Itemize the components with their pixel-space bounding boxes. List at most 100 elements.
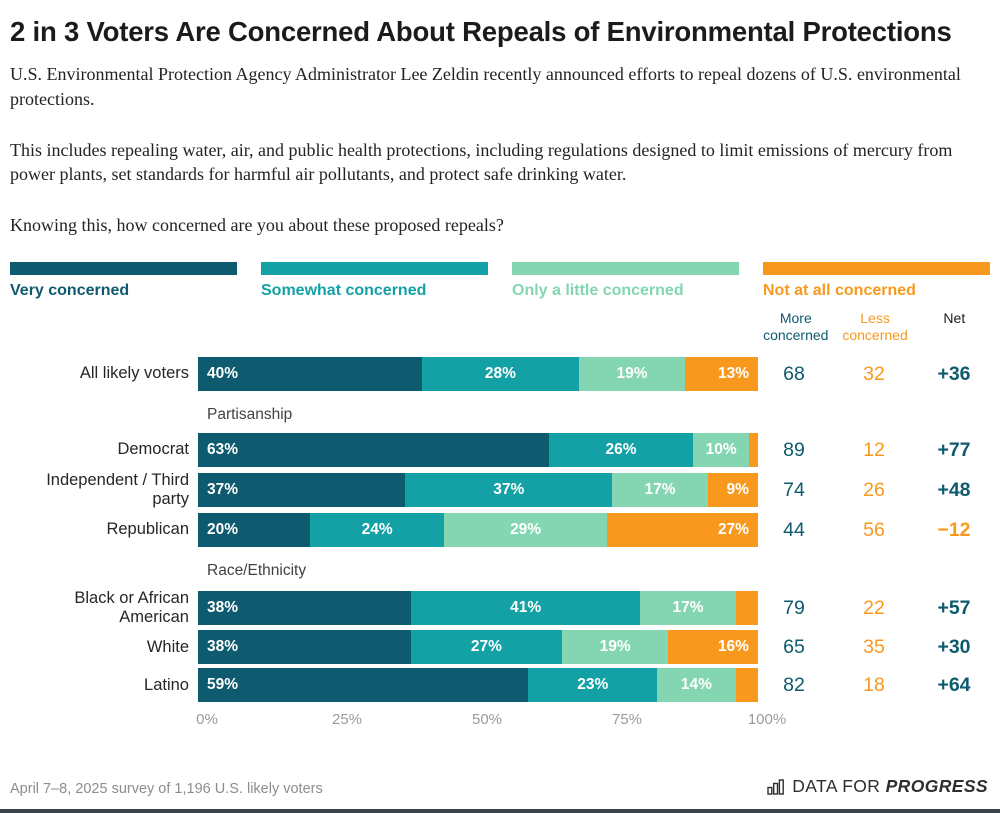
legend-swatch-very-concerned <box>10 262 237 276</box>
chart-row-white: White 38% 27% 19% 16% 65 35 +30 <box>10 630 990 665</box>
bar-segment-very-concerned: 38% <box>198 630 411 665</box>
less-concerned-value: 22 <box>863 596 885 619</box>
legend-swatch-not-at-all-concerned <box>763 262 990 276</box>
less-concerned-value: 32 <box>863 362 885 385</box>
bar-track-black-or-african-american: 38% 41% 17% <box>198 590 758 625</box>
column-header-net: Net <box>943 309 966 326</box>
logo-text: DATA FOR PROGRESS <box>792 776 988 797</box>
legend-label-somewhat-concerned: Somewhat concerned <box>261 282 427 300</box>
legend-label-only-a-little-concerned: Only a little concerned <box>512 282 684 300</box>
infographic-page: 2 in 3 Voters Are Concerned About Repeal… <box>10 16 990 731</box>
row-label-white: White <box>146 638 189 656</box>
stats-header: More concerned Less concerned Net <box>10 310 990 345</box>
row-label-independent-third-party: Independent / Third party <box>46 470 189 508</box>
bar-segment-only-a-little-concerned: 14% <box>657 668 736 703</box>
x-tick-50: 50% <box>471 711 503 729</box>
net-value: +77 <box>937 438 971 461</box>
x-tick-100: 100% <box>747 711 787 729</box>
bar-track-republican: 20% 24% 29% 27% <box>198 512 758 547</box>
bar-segment-somewhat-concerned: 27% <box>410 630 562 665</box>
legend-item-somewhat-concerned: Somewhat concerned <box>261 262 488 300</box>
chart-row-black-or-african-american: Black or African American 38% 41% 17% 79 22 +5… <box>10 589 990 627</box>
x-tick-25: 25% <box>331 711 363 729</box>
less-concerned-value: 26 <box>863 478 885 501</box>
more-concerned-value: 44 <box>783 518 805 541</box>
legend-label-very-concerned: Very concerned <box>10 282 130 300</box>
bar-segment-somewhat-concerned: 37% <box>405 472 613 507</box>
bar-segment-somewhat-concerned: 28% <box>422 356 579 391</box>
column-header-more-concerned: More concerned <box>763 309 829 344</box>
less-concerned-value: 18 <box>863 674 885 697</box>
bar-segment-somewhat-concerned: 24% <box>310 512 445 547</box>
chart-row-all-likely-voters: All likely voters 40% 28% 19% 13% 68 32 +36 <box>10 356 990 391</box>
logo-text-suffix: PROGRESS <box>885 776 988 796</box>
bar-segment-not-at-all-concerned: 16% <box>668 630 758 665</box>
bar-track-independent-third-party: 37% 37% 17% 9% <box>198 472 758 507</box>
logo-text-prefix: DATA FOR <box>792 776 881 796</box>
survey-note: April 7–8, 2025 survey of 1,196 U.S. lik… <box>10 781 323 797</box>
net-value: +36 <box>937 362 971 385</box>
stacked-bar-chart: All likely voters 40% 28% 19% 13% 68 32 +36 Part… <box>10 356 990 703</box>
bar-track-all-likely-voters: 40% 28% 19% 13% <box>198 356 758 391</box>
row-label-republican: Republican <box>106 520 189 539</box>
row-label-black-or-african-american: Black or African American <box>74 588 189 626</box>
footer: April 7–8, 2025 survey of 1,196 U.S. lik… <box>10 776 988 797</box>
bar-segment-only-a-little-concerned: 29% <box>444 512 607 547</box>
net-value: −12 <box>937 518 971 541</box>
bar-chart-icon <box>767 778 785 795</box>
bar-segment-somewhat-concerned: 23% <box>528 668 658 703</box>
legend-item-not-at-all-concerned: Not at all concerned <box>763 262 990 300</box>
bar-segment-only-a-little-concerned: 19% <box>578 356 686 391</box>
chart-row-democrat: Democrat 63% 26% 10% 89 12 +77 <box>10 432 990 467</box>
legend-item-very-concerned: Very concerned <box>10 262 237 300</box>
column-header-less-concerned: Less concerned <box>842 309 908 344</box>
intro-paragraph-1: U.S. Environmental Protection Agency Adm… <box>10 63 961 109</box>
bar-segment-not-at-all-concerned: 27% <box>606 512 758 547</box>
more-concerned-value: 79 <box>783 596 805 619</box>
more-concerned-value: 65 <box>783 636 805 659</box>
chart-legend: Very concerned Somewhat concerned Only a l… <box>10 262 990 300</box>
legend-swatch-only-a-little-concerned <box>512 262 739 276</box>
net-value: +30 <box>937 636 971 659</box>
bar-segment-somewhat-concerned: 41% <box>410 590 641 625</box>
less-concerned-value: 35 <box>863 636 885 659</box>
legend-swatch-somewhat-concerned <box>261 262 488 276</box>
page-title: 2 in 3 Voters Are Concerned About Repeal… <box>10 16 952 47</box>
bar-segment-not-at-all-concerned <box>735 668 758 703</box>
bar-segment-somewhat-concerned: 26% <box>548 432 694 467</box>
row-label-all-likely-voters: All likely voters <box>79 364 189 383</box>
bar-segment-not-at-all-concerned <box>735 590 758 625</box>
x-axis: 0% 25% 50% 75% 100% <box>196 711 786 731</box>
less-concerned-value: 56 <box>863 518 885 541</box>
more-concerned-value: 74 <box>783 478 805 501</box>
survey-question: Knowing this, how concerned are you abou… <box>10 215 504 236</box>
bar-track-democrat: 63% 26% 10% <box>198 432 758 467</box>
bar-segment-only-a-little-concerned: 17% <box>640 590 736 625</box>
more-concerned-value: 89 <box>783 438 805 461</box>
intro-paragraph-2: This includes repealing water, air, and … <box>10 139 953 185</box>
section-label-partisanship: Partisanship <box>207 405 293 423</box>
less-concerned-value: 12 <box>863 438 885 461</box>
bar-track-white: 38% 27% 19% 16% <box>198 630 758 665</box>
bar-segment-very-concerned: 63% <box>198 432 549 467</box>
legend-label-not-at-all-concerned: Not at all concerned <box>763 282 916 300</box>
bar-track-latino: 59% 23% 14% <box>198 668 758 703</box>
row-label-democrat: Democrat <box>117 440 189 459</box>
bar-segment-only-a-little-concerned: 17% <box>612 472 708 507</box>
bar-segment-not-at-all-concerned: 9% <box>707 472 758 507</box>
bar-segment-very-concerned: 37% <box>198 472 406 507</box>
bar-segment-very-concerned: 38% <box>198 590 411 625</box>
legend-item-only-a-little-concerned: Only a little concerned <box>512 262 739 300</box>
chart-row-republican: Republican 20% 24% 29% 27% 44 56 −12 <box>10 512 990 547</box>
bar-segment-very-concerned: 40% <box>198 356 422 391</box>
bar-segment-only-a-little-concerned: 10% <box>693 432 749 467</box>
x-tick-0: 0% <box>196 711 218 729</box>
more-concerned-value: 82 <box>783 674 805 697</box>
bar-segment-not-at-all-concerned <box>749 432 758 467</box>
chart-row-independent-third-party: Independent / Third party 37% 37% 17% 9% 74 26… <box>10 471 990 509</box>
net-value: +64 <box>937 674 971 697</box>
data-for-progress-logo: DATA FOR PROGRESS <box>767 776 988 797</box>
bar-segment-not-at-all-concerned: 13% <box>685 356 758 391</box>
bottom-accent-bar <box>0 809 1000 813</box>
x-tick-75: 75% <box>611 711 643 729</box>
